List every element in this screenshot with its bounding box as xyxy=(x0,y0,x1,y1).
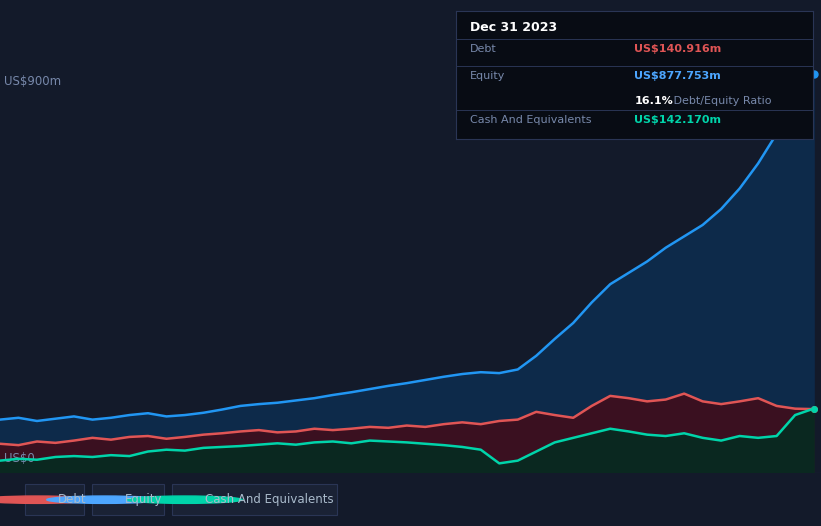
Text: Equity: Equity xyxy=(125,493,163,506)
Text: Debt/Equity Ratio: Debt/Equity Ratio xyxy=(670,96,772,106)
Text: Debt: Debt xyxy=(57,493,86,506)
FancyBboxPatch shape xyxy=(172,484,337,515)
Text: US$0: US$0 xyxy=(4,452,34,465)
Text: 16.1%: 16.1% xyxy=(635,96,673,106)
Text: Cash And Equivalents: Cash And Equivalents xyxy=(470,115,591,125)
Text: Dec 31 2023: Dec 31 2023 xyxy=(470,21,557,34)
Text: US$140.916m: US$140.916m xyxy=(635,44,722,54)
Text: Debt: Debt xyxy=(470,44,497,54)
Text: US$142.170m: US$142.170m xyxy=(635,115,721,125)
Text: US$900m: US$900m xyxy=(4,75,62,88)
Text: Equity: Equity xyxy=(470,71,505,81)
Circle shape xyxy=(0,496,94,503)
Circle shape xyxy=(47,496,162,503)
Text: Cash And Equivalents: Cash And Equivalents xyxy=(205,493,334,506)
FancyBboxPatch shape xyxy=(92,484,164,515)
Text: US$877.753m: US$877.753m xyxy=(635,71,721,81)
FancyBboxPatch shape xyxy=(25,484,84,515)
Circle shape xyxy=(127,496,242,503)
